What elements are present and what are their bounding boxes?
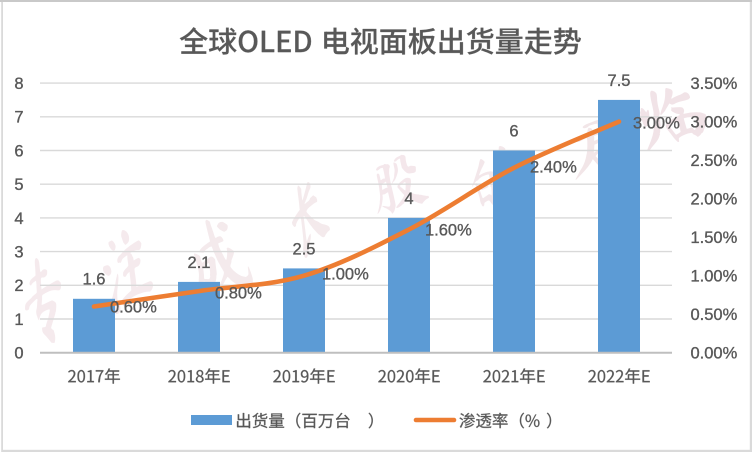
svg-text:8: 8 (14, 75, 23, 93)
svg-text:3.00%: 3.00% (691, 114, 738, 132)
svg-text:4: 4 (404, 190, 413, 208)
svg-text:2.1: 2.1 (188, 254, 211, 272)
svg-text:0.00%: 0.00% (691, 345, 738, 363)
svg-text:6: 6 (14, 142, 23, 160)
svg-text:3: 3 (14, 244, 23, 262)
svg-text:4: 4 (14, 210, 23, 228)
svg-text:0.50%: 0.50% (691, 306, 738, 324)
svg-text:5: 5 (14, 176, 23, 194)
svg-text:3.00%: 3.00% (633, 114, 680, 132)
svg-text:2: 2 (14, 277, 23, 295)
svg-text:0.60%: 0.60% (110, 298, 157, 316)
svg-text:7.5: 7.5 (608, 72, 631, 90)
svg-text:3.50%: 3.50% (691, 75, 738, 93)
svg-text:1.00%: 1.00% (691, 268, 738, 286)
svg-text:2.40%: 2.40% (530, 158, 577, 176)
svg-text:0: 0 (14, 345, 23, 363)
svg-text:1.50%: 1.50% (691, 229, 738, 247)
svg-text:2.00%: 2.00% (691, 191, 738, 209)
svg-text:1: 1 (14, 311, 23, 329)
svg-text:0.80%: 0.80% (215, 284, 262, 302)
svg-text:1.00%: 1.00% (322, 265, 369, 283)
svg-text:6: 6 (509, 122, 518, 140)
svg-text:1.60%: 1.60% (425, 221, 472, 239)
svg-text:2.50%: 2.50% (691, 152, 738, 170)
svg-text:2.5: 2.5 (293, 240, 316, 258)
svg-text:7: 7 (14, 109, 23, 127)
svg-text:1.6: 1.6 (83, 271, 106, 289)
